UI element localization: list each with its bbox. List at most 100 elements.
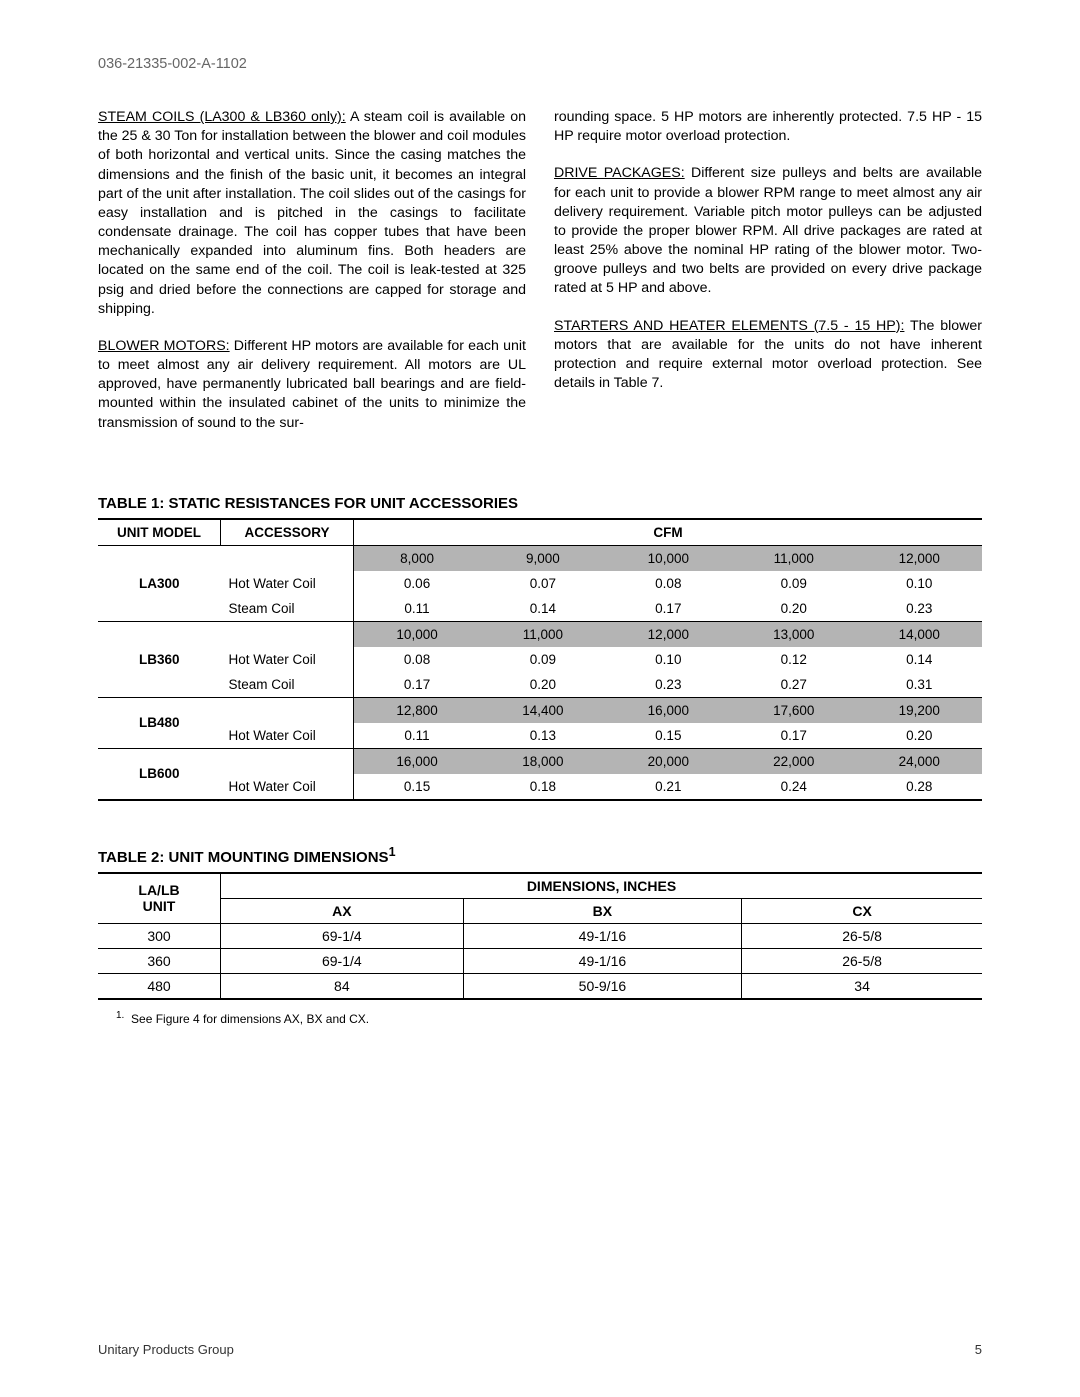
- table1: UNIT MODEL ACCESSORY CFM LA3008,0009,000…: [98, 518, 982, 801]
- table1-value: 0.20: [731, 596, 856, 622]
- table1-cfm: 10,000: [606, 545, 731, 571]
- table1-value: 0.31: [857, 672, 983, 698]
- table1-cfm: 12,000: [606, 621, 731, 647]
- doc-number: 036-21335-002-A-1102: [98, 56, 982, 72]
- table1-value: 0.06: [354, 571, 481, 596]
- table1-accessory: Steam Coil: [221, 596, 354, 622]
- table1-cfm: 17,600: [731, 697, 856, 723]
- footer-right: 5: [975, 1342, 982, 1357]
- table1-value: 0.10: [606, 647, 731, 672]
- table2-hdr-unit: LA/LB UNIT: [98, 873, 221, 924]
- table1-cfm: 20,000: [606, 748, 731, 774]
- table1-model: LA300: [98, 545, 221, 621]
- table2-title: TABLE 2: UNIT MOUNTING DIMENSIONS1: [98, 845, 982, 866]
- table1-cfm: 13,000: [731, 621, 856, 647]
- table1-value: 0.09: [480, 647, 605, 672]
- table2-value: 26-5/8: [742, 948, 982, 973]
- table1-value: 0.13: [480, 723, 605, 749]
- left-column: STEAM COILS (LA300 & LB360 only): A stea…: [98, 108, 526, 451]
- table1-acc-blank: [221, 748, 354, 774]
- table1-title: TABLE 1: STATIC RESISTANCES FOR UNIT ACC…: [98, 495, 982, 512]
- table2-value: 26-5/8: [742, 923, 982, 948]
- table1-acc-blank: [221, 545, 354, 571]
- table1-value: 0.20: [857, 723, 983, 749]
- table1-cfm: 11,000: [480, 621, 605, 647]
- table2-value: 49-1/16: [463, 948, 741, 973]
- table1-cfm: 19,200: [857, 697, 983, 723]
- table1-accessory: Hot Water Coil: [221, 571, 354, 596]
- table1-value: 0.11: [354, 596, 481, 622]
- table1-value: 0.09: [731, 571, 856, 596]
- table1-value: 0.12: [731, 647, 856, 672]
- table1-cfm: 16,000: [354, 748, 481, 774]
- paragraph: rounding space. 5 HP motors are inherent…: [554, 108, 982, 146]
- table1-cfm: 9,000: [480, 545, 605, 571]
- paragraph: BLOWER MOTORS: Different HP motors are a…: [98, 337, 526, 433]
- table1-cfm: 12,000: [857, 545, 983, 571]
- paragraph: DRIVE PACKAGES: Different size pulleys a…: [554, 164, 982, 298]
- table1-value: 0.28: [857, 774, 983, 800]
- table1-accessory: Hot Water Coil: [221, 774, 354, 800]
- table1-model: LB360: [98, 621, 221, 697]
- table1-value: 0.21: [606, 774, 731, 800]
- table1-value: 0.14: [480, 596, 605, 622]
- table2-hdr-dim: DIMENSIONS, INCHES: [221, 873, 983, 899]
- table1-value: 0.15: [606, 723, 731, 749]
- table1-value: 0.08: [354, 647, 481, 672]
- table1-value: 0.14: [857, 647, 983, 672]
- paragraph: STEAM COILS (LA300 & LB360 only): A stea…: [98, 108, 526, 319]
- table1-model: LB480: [98, 697, 221, 748]
- table1-cfm: 24,000: [857, 748, 983, 774]
- table1-value: 0.11: [354, 723, 481, 749]
- table1-value: 0.23: [606, 672, 731, 698]
- table1-accessory: Hot Water Coil: [221, 723, 354, 749]
- table1-value: 0.18: [480, 774, 605, 800]
- table1-hdr-accessory: ACCESSORY: [221, 519, 354, 546]
- footnote-text: See Figure 4 for dimensions AX, BX and C…: [131, 1012, 369, 1026]
- table2-col-hdr: BX: [463, 898, 741, 923]
- page-footer: Unitary Products Group 5: [98, 1342, 982, 1357]
- table2-value: 34: [742, 973, 982, 999]
- table1-cfm: 14,400: [480, 697, 605, 723]
- table1-value: 0.17: [731, 723, 856, 749]
- table2-unit: 360: [98, 948, 221, 973]
- table2-footnote: 1. See Figure 4 for dimensions AX, BX an…: [116, 1010, 982, 1026]
- table1-hdr-cfm: CFM: [354, 519, 983, 546]
- paragraph-lead: STARTERS AND HEATER ELEMENTS (7.5 - 15 H…: [554, 318, 904, 334]
- table2-title-sup: 1: [389, 845, 396, 859]
- table1-cfm: 11,000: [731, 545, 856, 571]
- table1-value: 0.20: [480, 672, 605, 698]
- footer-left: Unitary Products Group: [98, 1342, 234, 1357]
- table1-acc-blank: [221, 697, 354, 723]
- table1-acc-blank: [221, 621, 354, 647]
- table2-value: 49-1/16: [463, 923, 741, 948]
- table1-accessory: Hot Water Coil: [221, 647, 354, 672]
- table2-col-hdr: AX: [221, 898, 464, 923]
- table1-value: 0.10: [857, 571, 983, 596]
- table2-unit-line1: LA/LB: [138, 882, 179, 898]
- footnote-marker: 1.: [116, 1010, 124, 1021]
- table1-cfm: 14,000: [857, 621, 983, 647]
- table1-value: 0.27: [731, 672, 856, 698]
- table1-value: 0.17: [606, 596, 731, 622]
- table2-value: 50-9/16: [463, 973, 741, 999]
- table1-model: LB600: [98, 748, 221, 800]
- table1-value: 0.15: [354, 774, 481, 800]
- right-column: rounding space. 5 HP motors are inherent…: [554, 108, 982, 451]
- body-columns: STEAM COILS (LA300 & LB360 only): A stea…: [98, 108, 982, 451]
- table1-cfm: 18,000: [480, 748, 605, 774]
- table1-value: 0.07: [480, 571, 605, 596]
- table2-col-hdr: CX: [742, 898, 982, 923]
- table2-value: 69-1/4: [221, 923, 464, 948]
- table1-cfm: 22,000: [731, 748, 856, 774]
- table1-value: 0.24: [731, 774, 856, 800]
- table2-value: 69-1/4: [221, 948, 464, 973]
- table1-hdr-model: UNIT MODEL: [98, 519, 221, 546]
- table2: LA/LB UNIT DIMENSIONS, INCHES AXBXCX 300…: [98, 872, 982, 1000]
- table1-cfm: 10,000: [354, 621, 481, 647]
- table1-accessory: Steam Coil: [221, 672, 354, 698]
- paragraph-lead: BLOWER MOTORS:: [98, 338, 230, 354]
- table1-value: 0.08: [606, 571, 731, 596]
- paragraph: STARTERS AND HEATER ELEMENTS (7.5 - 15 H…: [554, 317, 982, 394]
- paragraph-lead: DRIVE PACKAGES:: [554, 165, 685, 181]
